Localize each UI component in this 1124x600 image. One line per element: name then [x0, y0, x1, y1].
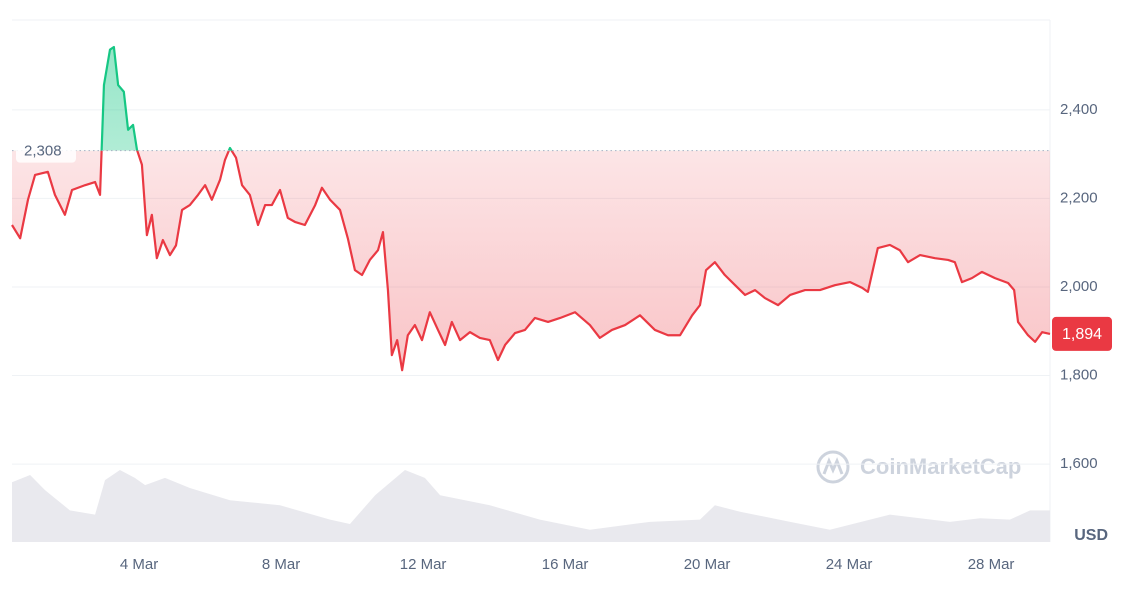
- price-label: 1,894: [1062, 326, 1102, 343]
- area-down: [12, 150, 1050, 371]
- x-tick-label: 20 Mar: [684, 556, 731, 573]
- unit-label: USD: [1074, 527, 1108, 544]
- y-tick-label: 1,600: [1060, 455, 1098, 472]
- reference-label-bg: [16, 138, 76, 163]
- y-tick-label: 2,400: [1060, 101, 1098, 118]
- x-tick-label: 4 Mar: [120, 556, 158, 573]
- x-tick-label: 8 Mar: [262, 556, 300, 573]
- reference-label: 2,308: [24, 143, 62, 160]
- x-tick-label: 28 Mar: [968, 556, 1015, 573]
- y-tick-label: 1,800: [1060, 366, 1098, 383]
- x-tick-label: 16 Mar: [542, 556, 589, 573]
- x-tick-label: 12 Mar: [400, 556, 447, 573]
- watermark-text: CoinMarketCap: [860, 454, 1021, 479]
- watermark: CoinMarketCap: [816, 450, 1021, 484]
- x-tick-label: 24 Mar: [826, 556, 873, 573]
- y-tick-label: 2,200: [1060, 189, 1098, 206]
- watermark-logo: [816, 450, 850, 484]
- watermark-logo-mark: [822, 457, 844, 475]
- price-line-down: [11, 150, 1051, 372]
- price-label-box: [1052, 316, 1112, 351]
- y-tick-label: 2,000: [1060, 278, 1098, 295]
- volume-area: [12, 470, 1050, 542]
